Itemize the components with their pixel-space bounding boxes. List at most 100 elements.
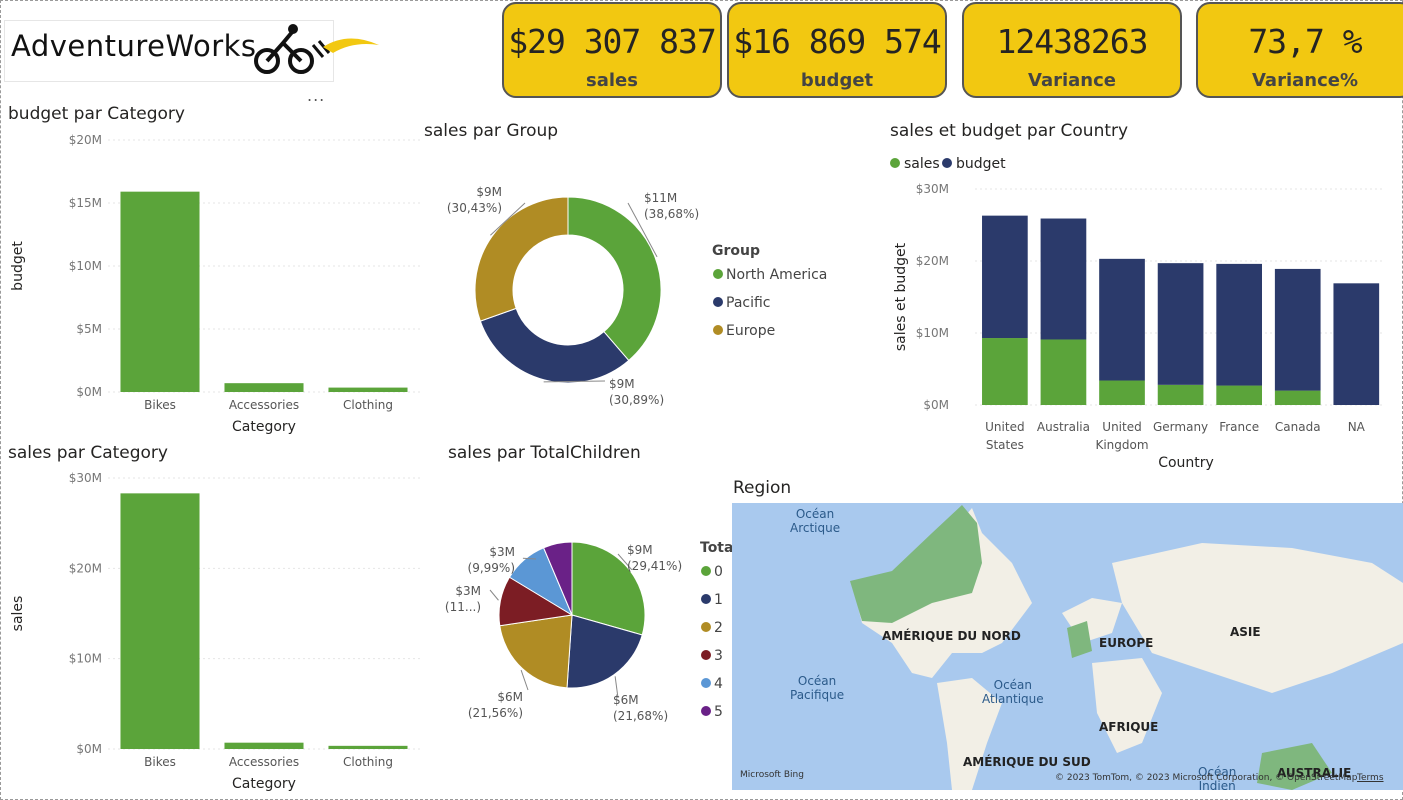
- bar-segment[interactable]: [1157, 384, 1204, 405]
- leader-line: [614, 676, 619, 699]
- map-terms-link[interactable]: Terms: [1357, 773, 1384, 783]
- y-tick-label: $30M: [916, 182, 949, 196]
- pie-slice[interactable]: [474, 196, 569, 322]
- bar-segment[interactable]: [1216, 385, 1262, 405]
- leader-line: [627, 202, 658, 258]
- x-tick-label: Accessories: [229, 755, 299, 769]
- legend-label[interactable]: 2: [714, 620, 723, 636]
- kpi-budget-card: $16 869 574 budget: [727, 2, 947, 98]
- kpi-label: budget: [800, 70, 874, 91]
- more-options-icon[interactable]: ...: [307, 86, 326, 105]
- bar[interactable]: [224, 742, 304, 749]
- pie-slice[interactable]: [479, 307, 630, 384]
- data-label: $11M: [644, 191, 677, 205]
- bar-segment[interactable]: [1274, 390, 1321, 405]
- pie-slice[interactable]: [499, 614, 573, 689]
- bar[interactable]: [120, 191, 200, 392]
- map-label-australia: AUSTRALIE: [1277, 766, 1352, 780]
- legend-marker: [713, 269, 723, 279]
- leader-line: [490, 202, 526, 236]
- y-tick-label: $5M: [76, 322, 102, 336]
- map-label-africa: AFRIQUE: [1099, 720, 1159, 734]
- legend-label[interactable]: 5: [714, 704, 723, 720]
- pie-slice[interactable]: [566, 614, 643, 689]
- legend-label[interactable]: 1: [714, 592, 723, 608]
- data-label-percent: (9,99%): [468, 561, 515, 575]
- kpi-sales-card: $29 307 837 sales: [502, 2, 722, 98]
- map-label-europe: EUROPE: [1099, 636, 1154, 650]
- y-tick-label: $0M: [923, 398, 949, 412]
- bar-segment[interactable]: [1099, 258, 1145, 381]
- logo-tile: AdventureWorks: [4, 20, 379, 82]
- legend-marker: [701, 706, 711, 716]
- x-tick-label: Germany: [1153, 420, 1208, 434]
- data-label: $9M: [609, 377, 635, 391]
- kpi-label: sales: [586, 70, 638, 91]
- x-axis-title: Category: [232, 776, 296, 792]
- y-axis-title: budget: [10, 241, 26, 291]
- legend-marker: [890, 158, 900, 168]
- pie-slice[interactable]: [571, 541, 646, 636]
- sales-children-title: sales par TotalChildren: [448, 443, 641, 463]
- y-tick-label: $10M: [916, 326, 949, 340]
- leader-line: [543, 380, 606, 383]
- bar-segment[interactable]: [1333, 283, 1380, 405]
- bar[interactable]: [328, 387, 408, 392]
- sales-group-title: sales par Group: [424, 121, 559, 141]
- legend-marker: [713, 297, 723, 307]
- bar-segment[interactable]: [1040, 339, 1087, 405]
- data-label: $9M: [476, 185, 502, 199]
- sales-children-pie-chart: $9M (29,41%) $6M (21,68%) $6M (21,56%) $3M (11.…: [445, 540, 732, 723]
- y-tick-label: $20M: [69, 561, 102, 575]
- data-label-percent: (21,56%): [468, 706, 523, 720]
- legend-label[interactable]: Pacific: [726, 295, 771, 311]
- kpi-label: Variance: [1028, 70, 1116, 91]
- x-tick-label: Kingdom: [1095, 438, 1148, 452]
- data-label-percent: (29,41%): [627, 559, 682, 573]
- x-tick-label: Bikes: [144, 398, 176, 412]
- pie-slice[interactable]: [567, 196, 662, 362]
- y-tick-label: $0M: [76, 742, 102, 756]
- x-tick-label: Canada: [1275, 420, 1321, 434]
- sales-category-title: sales par Category: [8, 443, 168, 463]
- kpi-variance-pct-card: 73,7 % Variance%: [1196, 2, 1403, 98]
- x-tick-label: States: [986, 438, 1024, 452]
- x-tick-label: France: [1219, 420, 1259, 434]
- y-tick-label: $0M: [76, 385, 102, 399]
- y-tick-label: $10M: [69, 259, 102, 273]
- bar[interactable]: [224, 383, 304, 392]
- leader-line: [617, 553, 633, 571]
- bar-segment[interactable]: [1157, 263, 1204, 385]
- x-tick-label: NA: [1348, 420, 1366, 434]
- bar-segment[interactable]: [1040, 218, 1087, 340]
- legend-label[interactable]: 3: [714, 648, 723, 664]
- legend-label[interactable]: 0: [714, 564, 723, 580]
- legend-label[interactable]: North America: [726, 267, 827, 283]
- bar-segment[interactable]: [1216, 263, 1262, 386]
- y-tick-label: $10M: [69, 652, 102, 666]
- cyclist-icon: [254, 24, 379, 74]
- legend-label[interactable]: Europe: [726, 323, 775, 339]
- bar-segment[interactable]: [1274, 268, 1321, 391]
- pie-slice[interactable]: [542, 541, 573, 616]
- legend-marker: [701, 650, 711, 660]
- bar-segment[interactable]: [982, 215, 1028, 339]
- bar[interactable]: [328, 745, 408, 749]
- kpi-value: $16 869 574: [733, 22, 942, 61]
- bar[interactable]: [120, 493, 200, 749]
- region-map[interactable]: Océan Arctique Océan Pacifique Océan Atl…: [732, 503, 1403, 790]
- data-label: $6M: [613, 693, 639, 707]
- legend-marker: [942, 158, 952, 168]
- map-label-arctic: Océan Arctique: [790, 507, 841, 535]
- bar-segment[interactable]: [1099, 380, 1145, 405]
- y-tick-label: $30M: [69, 471, 102, 485]
- data-label: $3M: [489, 545, 515, 559]
- data-label: $3M: [455, 584, 481, 598]
- legend-label[interactable]: 4: [714, 676, 723, 692]
- x-tick-label: Clothing: [343, 755, 393, 769]
- legend-title: Group: [712, 243, 760, 259]
- region-title: Region: [733, 478, 792, 498]
- map-label-indian: Océan Indien: [1198, 765, 1237, 790]
- map-label-north-america: AMÉRIQUE DU NORD: [882, 629, 1021, 643]
- bar-segment[interactable]: [982, 338, 1028, 405]
